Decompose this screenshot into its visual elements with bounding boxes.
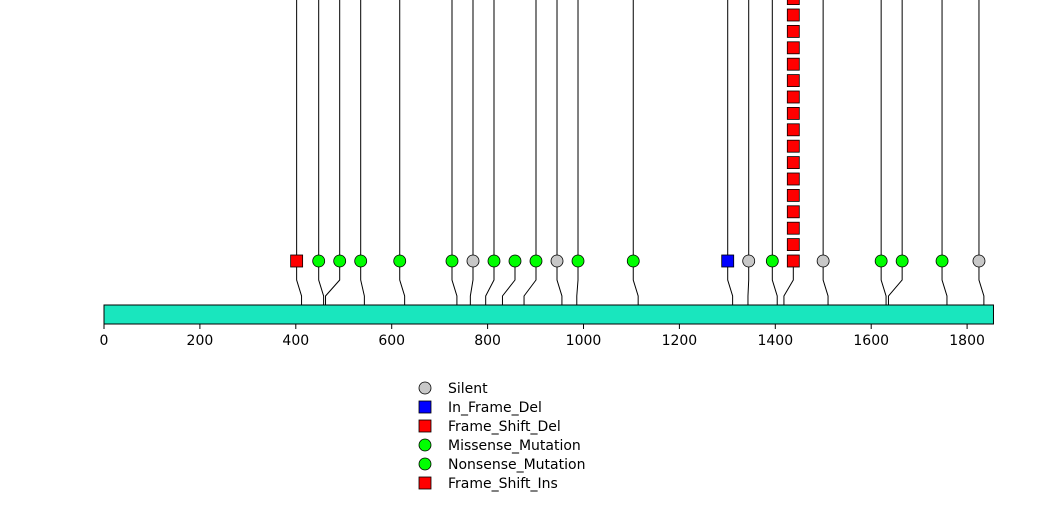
mutation-stem <box>632 261 639 305</box>
mutation-marker-square <box>786 41 800 55</box>
mutation-stem <box>469 261 474 305</box>
mutation-marker-square <box>786 74 800 87</box>
legend-swatch-circle <box>418 457 432 471</box>
legend-swatch-square <box>418 400 432 414</box>
mutation-stem <box>485 261 495 305</box>
mutation-marker-square <box>786 254 800 268</box>
mutation-marker-circle <box>333 254 347 268</box>
x-tick-label: 1400 <box>757 333 793 349</box>
mutation-stem <box>747 261 750 305</box>
x-tick-label: 1800 <box>949 333 985 349</box>
x-tick-label: 800 <box>474 333 501 349</box>
x-tick-label: 600 <box>378 333 405 349</box>
legend: Silent In_Frame_Del Frame_Shift_Del Missens… <box>418 381 585 492</box>
mutation-stem <box>296 261 303 305</box>
mutation-stem <box>451 261 458 305</box>
mutation-marker-square <box>786 90 800 104</box>
x-tick-label: 1600 <box>853 333 889 349</box>
mutation-stem <box>783 261 794 305</box>
mutation-marker-square <box>786 107 800 120</box>
mutation-stem <box>523 261 537 305</box>
mutation-stem <box>318 261 325 305</box>
mutation-marker-circle <box>935 254 949 268</box>
legend-swatch-square <box>418 419 432 433</box>
x-axis: 0 200 400 600 800 1000 1200 1400 1600 1800 <box>100 324 985 349</box>
mutation-marker-circle <box>354 254 368 268</box>
x-tick-label: 1200 <box>662 333 698 349</box>
mutation-marker-circle <box>571 254 585 268</box>
x-tick-label: 0 <box>100 333 109 349</box>
mutation-stem <box>771 261 778 305</box>
mutation-stem <box>325 261 341 305</box>
mutation-stem <box>880 261 887 305</box>
mutation-stem <box>822 261 829 305</box>
mutation-stem <box>556 261 563 305</box>
mutation-marker-square <box>786 57 800 71</box>
legend-label: In_Frame_Del <box>448 400 542 416</box>
mutation-marker-square <box>786 24 800 38</box>
mutation-marker-square <box>786 123 800 137</box>
mutation-stem <box>360 261 365 305</box>
mutation-marker-circle <box>895 254 909 268</box>
mutation-marker-circle <box>508 254 522 268</box>
mutation-markers <box>290 0 986 268</box>
mutation-marker-circle <box>312 254 326 268</box>
mutation-stem <box>576 261 579 305</box>
legend-label: Silent <box>448 381 488 397</box>
mutation-stem <box>941 261 948 305</box>
mutation-stems <box>296 0 985 305</box>
x-tick-label: 1000 <box>566 333 602 349</box>
mutation-marker-circle <box>816 254 830 268</box>
legend-swatch-square <box>418 476 432 490</box>
mutation-marker-square <box>786 221 800 235</box>
mutation-marker-circle <box>445 254 459 268</box>
mutation-marker-square <box>786 8 800 22</box>
mutation-marker-square <box>786 172 800 186</box>
legend-label: Missense_Mutation <box>448 438 581 454</box>
mutation-marker-square <box>786 238 800 252</box>
x-tick-label: 200 <box>187 333 214 349</box>
legend-label: Nonsense_Mutation <box>448 457 585 473</box>
mutation-marker-square <box>786 156 800 170</box>
mutation-marker-circle <box>550 254 564 268</box>
legend-label: Frame_Shift_Del <box>448 419 561 435</box>
mutation-stem <box>727 261 734 305</box>
protein-bar <box>103 304 994 325</box>
mutation-marker-square <box>786 205 800 219</box>
mutation-marker-circle <box>626 254 640 268</box>
mutation-marker-circle <box>529 254 543 268</box>
legend-label: Frame_Shift_Ins <box>448 476 558 492</box>
mutation-marker-circle <box>765 254 779 268</box>
mutation-marker-square <box>786 139 800 153</box>
mutation-marker-square <box>786 0 800 5</box>
mutation-marker-circle <box>972 254 986 268</box>
mutation-stem <box>978 261 985 305</box>
mutation-marker-circle <box>466 254 480 268</box>
legend-swatch-circle <box>418 381 432 395</box>
x-tick-label: 400 <box>282 333 309 349</box>
mutation-stem <box>501 261 516 305</box>
mutation-marker-circle <box>874 254 888 268</box>
mutation-stem <box>399 261 406 305</box>
mutation-marker-circle <box>742 254 756 268</box>
mutation-marker-circle <box>487 254 501 268</box>
mutation-stem <box>887 261 903 305</box>
mutation-marker-square <box>721 254 735 268</box>
legend-swatch-circle <box>418 438 432 452</box>
mutation-marker-square <box>290 254 304 268</box>
mutation-marker-circle <box>393 254 407 268</box>
mutation-marker-square <box>786 188 800 202</box>
